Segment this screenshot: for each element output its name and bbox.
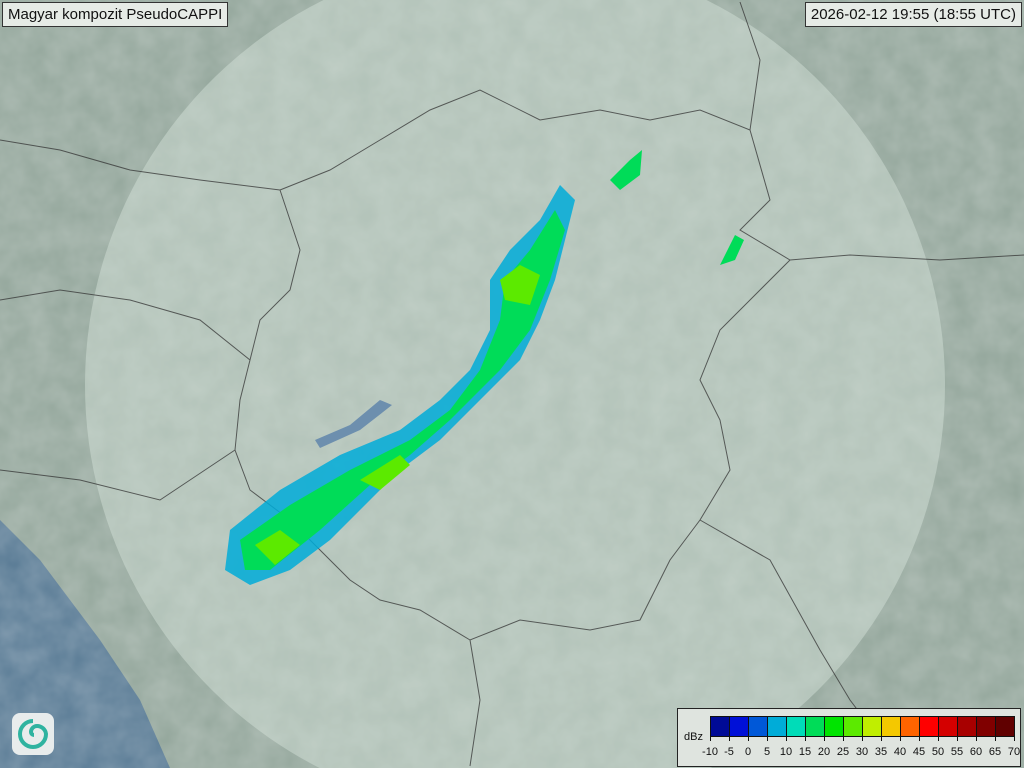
color-swatch bbox=[749, 717, 768, 736]
tick-label: -10 bbox=[702, 746, 718, 758]
tick-label: 25 bbox=[836, 746, 850, 758]
color-swatch bbox=[825, 717, 844, 736]
tick-label: 15 bbox=[798, 746, 812, 758]
tick-label: 35 bbox=[874, 746, 888, 758]
tick-label: 30 bbox=[855, 746, 869, 758]
tick-label: 70 bbox=[1007, 746, 1021, 758]
tick-label: 45 bbox=[912, 746, 926, 758]
tick-mark bbox=[786, 736, 787, 741]
radar-coverage-area bbox=[84, 0, 946, 768]
tick-mark bbox=[843, 736, 844, 741]
color-swatch bbox=[901, 717, 920, 736]
tick-mark bbox=[1014, 736, 1015, 741]
tick-label: 55 bbox=[950, 746, 964, 758]
color-scale-bar bbox=[710, 716, 1015, 737]
tick-label: 5 bbox=[763, 746, 771, 758]
tick-mark bbox=[710, 736, 711, 741]
product-title: Magyar kompozit PseudoCAPPI bbox=[2, 2, 229, 27]
tick-mark bbox=[938, 736, 939, 741]
tick-label: 20 bbox=[817, 746, 831, 758]
tick-mark bbox=[881, 736, 882, 741]
tick-mark bbox=[748, 736, 749, 741]
tick-mark bbox=[824, 736, 825, 741]
color-swatch bbox=[882, 717, 901, 736]
color-swatch bbox=[958, 717, 977, 736]
tick-label: 50 bbox=[931, 746, 945, 758]
tick-label: 40 bbox=[893, 746, 907, 758]
color-swatch bbox=[844, 717, 863, 736]
color-swatch bbox=[711, 717, 730, 736]
tick-label: 0 bbox=[744, 746, 752, 758]
timestamp: 2026-02-12 19:55 (18:55 UTC) bbox=[804, 2, 1022, 27]
tick-mark bbox=[767, 736, 768, 741]
tick-mark bbox=[995, 736, 996, 741]
color-swatch bbox=[768, 717, 787, 736]
color-swatch bbox=[863, 717, 882, 736]
tick-mark bbox=[957, 736, 958, 741]
tick-mark bbox=[862, 736, 863, 741]
legend-unit: dBz bbox=[684, 731, 703, 743]
tick-mark bbox=[976, 736, 977, 741]
color-swatch bbox=[920, 717, 939, 736]
swirl-logo-icon bbox=[12, 713, 54, 755]
color-swatch bbox=[996, 717, 1014, 736]
tick-mark bbox=[919, 736, 920, 741]
radar-echoes bbox=[225, 150, 744, 585]
color-swatch bbox=[977, 717, 996, 736]
color-swatch bbox=[939, 717, 958, 736]
tick-mark bbox=[900, 736, 901, 741]
tick-mark bbox=[805, 736, 806, 741]
tick-label: -5 bbox=[724, 746, 734, 758]
dbz-color-legend: dBz -10 -5 0 5 10 15 20 25 30 35 40 45 50 55 60 65 70 bbox=[677, 708, 1021, 767]
tick-mark bbox=[729, 736, 730, 741]
color-swatch bbox=[787, 717, 806, 736]
tick-label: 60 bbox=[969, 746, 983, 758]
color-swatch bbox=[806, 717, 825, 736]
tick-label: 10 bbox=[779, 746, 793, 758]
color-swatch bbox=[730, 717, 749, 736]
lake-balaton bbox=[315, 400, 392, 448]
tick-label: 65 bbox=[988, 746, 1002, 758]
legend-ticks: -10 -5 0 5 10 15 20 25 30 35 40 45 50 55 60 65 70 bbox=[702, 736, 1020, 761]
